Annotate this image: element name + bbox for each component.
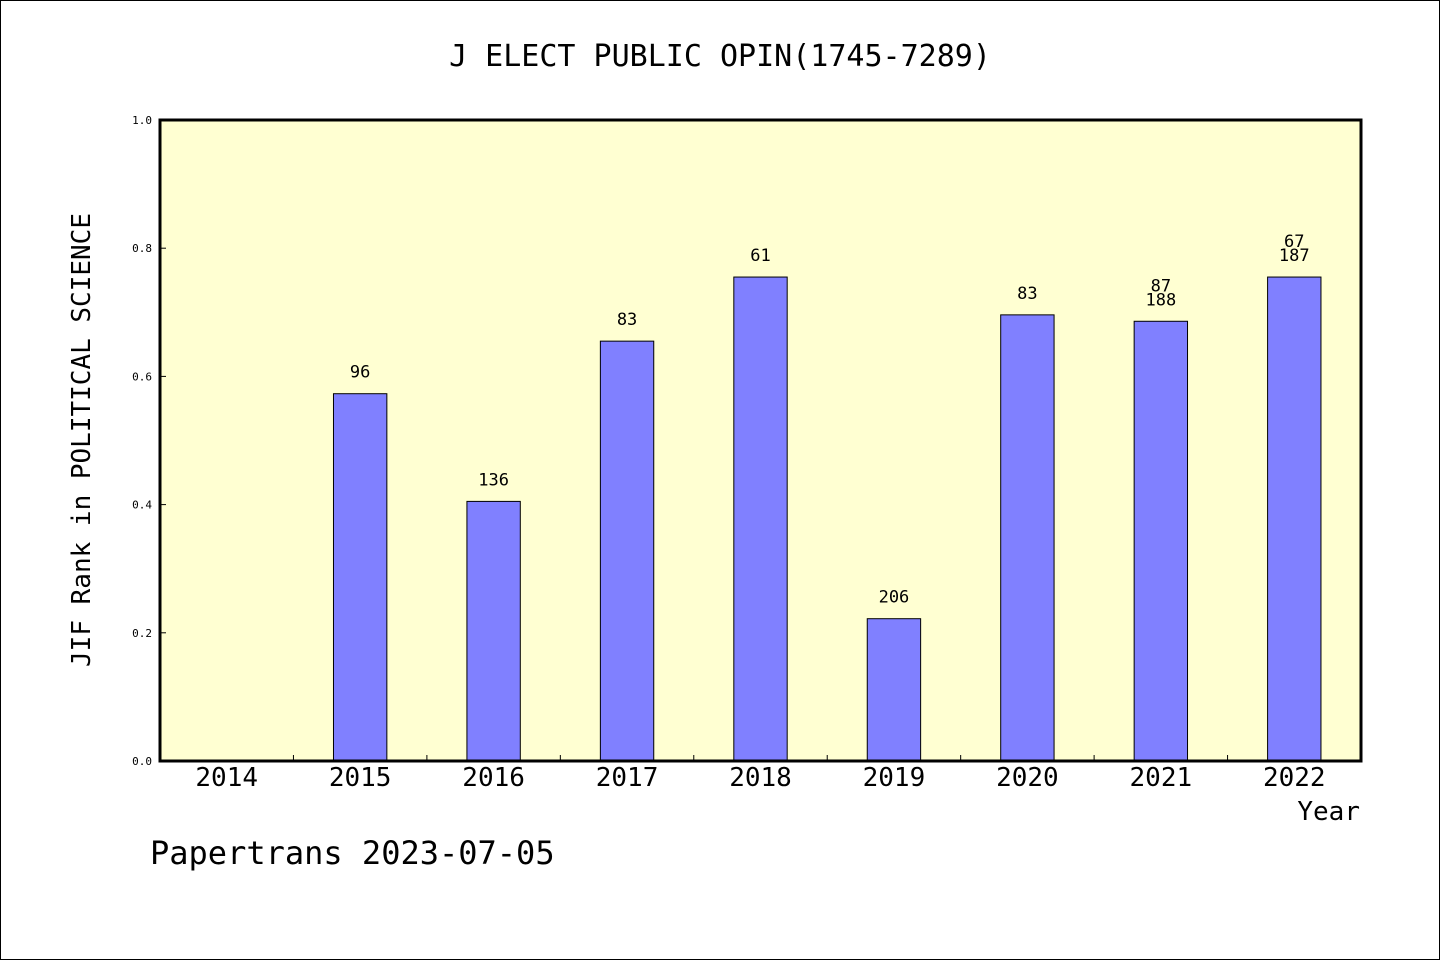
y-tick-label: 0.8 bbox=[132, 242, 152, 255]
x-tick-label: 2019 bbox=[863, 763, 926, 793]
x-tick-label: 2018 bbox=[729, 763, 792, 793]
bar-2020 bbox=[1000, 314, 1055, 762]
footer-text: Papertrans 2023-07-05 bbox=[150, 834, 555, 872]
x-tick-label: 2016 bbox=[462, 763, 525, 793]
bar-label-2017: 83 bbox=[617, 310, 637, 330]
bar-label-2019: 206 bbox=[879, 588, 910, 608]
bar-label-2022: 187 bbox=[1279, 246, 1310, 266]
bar-2018 bbox=[733, 276, 788, 762]
x-tick-label: 2022 bbox=[1263, 763, 1326, 793]
y-tick-label: 0.0 bbox=[132, 755, 152, 768]
bar-label-2021: 87 bbox=[1151, 276, 1171, 296]
y-tick-label: 0.4 bbox=[132, 499, 152, 512]
x-axis-ticks: 2014 2015 2016 2017 2018 2019 2020 2021 2022 bbox=[195, 755, 1326, 793]
bar-label-2022: 67 bbox=[1284, 232, 1304, 252]
y-tick-label: 0.2 bbox=[132, 627, 152, 640]
bar-label-2016: 136 bbox=[478, 470, 509, 490]
bar-2021 bbox=[1133, 320, 1189, 762]
x-tick-label: 2021 bbox=[1130, 763, 1193, 793]
x-axis-label: Year bbox=[1297, 797, 1360, 827]
y-axis-ticks: 0.0 0.2 0.4 0.6 0.8 1.0 bbox=[132, 114, 166, 768]
x-tick-label: 2015 bbox=[329, 763, 392, 793]
bar-2015 bbox=[332, 393, 388, 762]
x-tick-label: 2017 bbox=[596, 763, 659, 793]
plot-border bbox=[158, 118, 1363, 763]
bar-2019 bbox=[866, 618, 922, 762]
y-tick-label: 0.6 bbox=[132, 370, 152, 383]
bar-2017 bbox=[599, 340, 655, 762]
bar-label-2018: 61 bbox=[750, 246, 770, 266]
y-axis-label: JIF Rank in POLITICAL SCIENCE bbox=[67, 213, 97, 667]
x-tick-label: 2020 bbox=[996, 763, 1059, 793]
bar-label-2015: 96 bbox=[350, 363, 370, 383]
bar-label-2021: 188 bbox=[1145, 290, 1176, 310]
bar-2016 bbox=[466, 500, 521, 762]
bar-2022 bbox=[1267, 276, 1322, 762]
x-tick-label: 2014 bbox=[195, 763, 258, 793]
chart-title: J ELECT PUBLIC OPIN(1745-7289) bbox=[449, 39, 991, 74]
bars-group bbox=[332, 276, 1322, 762]
y-tick-label: 1.0 bbox=[132, 114, 152, 127]
bar-label-2020: 83 bbox=[1017, 284, 1037, 304]
